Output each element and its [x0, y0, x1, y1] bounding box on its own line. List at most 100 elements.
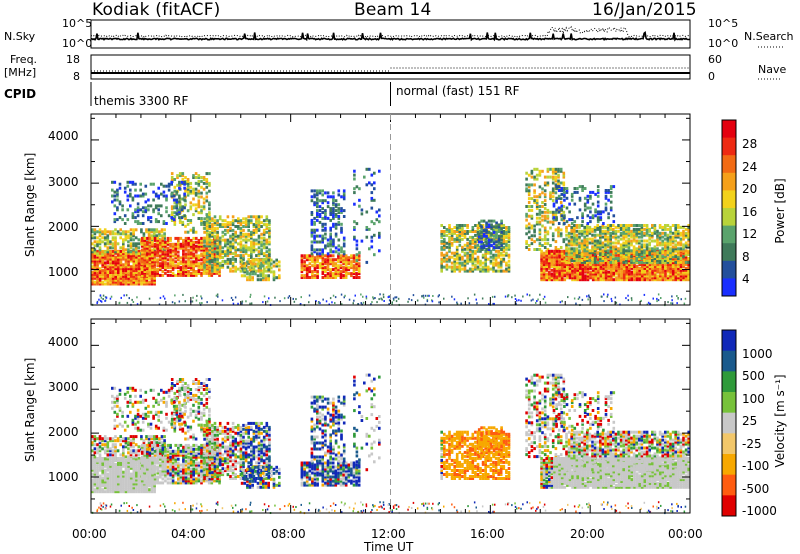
- power-cell: [342, 274, 345, 278]
- power-cell: [113, 198, 117, 202]
- power-cell: [242, 225, 245, 228]
- power-cell: [350, 272, 353, 276]
- power-cell: [93, 248, 97, 252]
- power-cell: [589, 194, 592, 198]
- power-cell: [580, 233, 584, 237]
- power-cell: [495, 240, 498, 244]
- power-cell: [687, 259, 690, 263]
- power-cell: [146, 258, 149, 262]
- power-cell: [502, 245, 506, 249]
- power-cell: [205, 181, 209, 185]
- power-cell: [559, 232, 563, 236]
- power-cell: [160, 182, 163, 186]
- power-cell: [146, 273, 149, 277]
- power-cell: [234, 265, 237, 269]
- power-cell: [216, 226, 219, 230]
- power-cell: [610, 259, 613, 263]
- power-cell: [321, 238, 324, 242]
- power-cell: [562, 205, 566, 208]
- power-cell: [545, 261, 548, 265]
- power-cell: [591, 249, 594, 253]
- power-cell: [310, 199, 314, 203]
- power-cell: [487, 251, 490, 255]
- power-cell: [111, 276, 115, 280]
- power-cell: [576, 266, 579, 270]
- power-cell: [109, 269, 112, 273]
- power-cell: [136, 202, 140, 206]
- power-cell: [656, 270, 659, 274]
- power-cell: [576, 187, 579, 190]
- power-cell: [267, 278, 270, 282]
- power-cell: [154, 206, 158, 210]
- power-cell: [586, 237, 589, 241]
- power-cell: [682, 235, 685, 239]
- power-cell: [635, 265, 639, 268]
- power-cell: [146, 266, 149, 270]
- power-cell: [101, 236, 104, 240]
- power-cell: [669, 237, 672, 241]
- power-cell: [471, 269, 475, 273]
- power-cell: [104, 269, 107, 273]
- power-cell: [463, 247, 467, 251]
- power-cell: [208, 213, 211, 217]
- power-cell: [476, 259, 480, 263]
- power-cell: [134, 210, 137, 214]
- power-cell: [148, 238, 152, 242]
- power-cell: [93, 259, 97, 263]
- power-cell: [140, 248, 144, 252]
- power-cell: [545, 278, 548, 282]
- power-cell: [111, 255, 115, 259]
- power-cell: [101, 280, 104, 284]
- power-cell: [148, 276, 151, 280]
- power-cell: [671, 266, 675, 270]
- power-cell: [599, 241, 602, 245]
- power-cell: [477, 236, 481, 240]
- power-cell: [252, 267, 256, 271]
- power-cell: [117, 267, 120, 271]
- power-cell: [182, 254, 185, 258]
- power-heatmap-layer: [91, 167, 690, 307]
- power-cell: [326, 260, 330, 264]
- power-cell: [664, 266, 667, 270]
- power-cell: [656, 237, 659, 241]
- power-cell: [213, 244, 217, 248]
- power-cell: [612, 247, 615, 251]
- power-cell: [189, 185, 193, 189]
- power-cell: [205, 215, 209, 219]
- power-cell: [231, 257, 235, 261]
- power-cell: [313, 220, 316, 224]
- power-cell: [324, 211, 327, 214]
- power-cell: [262, 274, 265, 278]
- power-cell: [578, 251, 581, 255]
- power-cell: [184, 238, 188, 242]
- power-cell: [656, 239, 659, 243]
- power-cell: [566, 259, 569, 263]
- power-cell: [202, 271, 206, 275]
- power-cell: [656, 257, 659, 260]
- power-cell: [231, 244, 235, 248]
- power-cell: [221, 265, 225, 269]
- power-cell: [468, 253, 472, 257]
- power-cell: [303, 276, 306, 279]
- power-cell: [638, 231, 641, 235]
- power-cell: [671, 265, 675, 268]
- power-cell: [132, 282, 136, 286]
- power-cell: [554, 240, 558, 244]
- power-cell: [612, 257, 615, 260]
- power-cell: [554, 212, 558, 216]
- power-cell: [321, 262, 325, 266]
- power-cell: [148, 244, 152, 248]
- power-cell: [563, 255, 567, 259]
- power-cell: [625, 239, 628, 243]
- power-cell: [553, 278, 556, 282]
- power-cell: [255, 269, 258, 273]
- power-cell: [329, 250, 332, 254]
- power-cell: [635, 229, 638, 233]
- power-cell: [300, 262, 304, 266]
- power-cell: [551, 210, 555, 214]
- power-cell: [358, 187, 361, 191]
- power-cell: [106, 271, 110, 274]
- power-cell: [205, 259, 209, 263]
- power-cell: [687, 224, 690, 227]
- power-cell: [337, 258, 340, 262]
